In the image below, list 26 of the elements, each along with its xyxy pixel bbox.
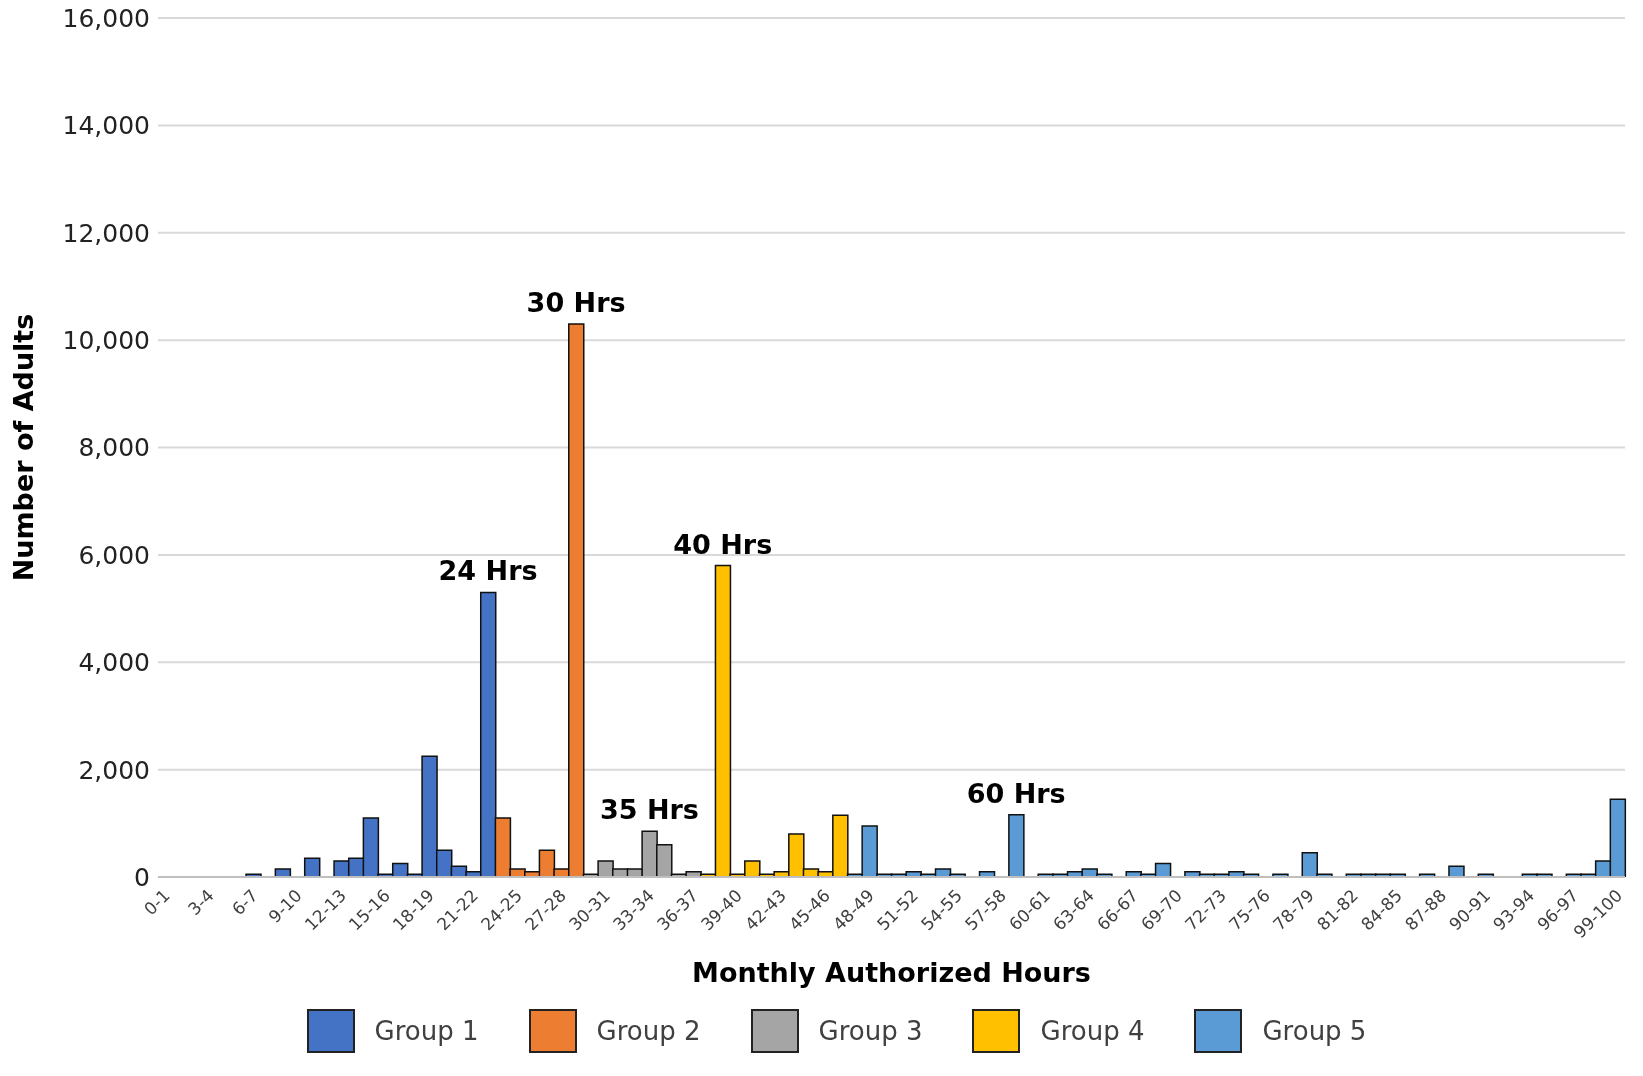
y-tick-label: 4,000 [78,648,150,678]
annotation: 35 Hrs [599,794,699,826]
bar [274,868,292,877]
legend-label: Group 5 [1262,1016,1367,1046]
bar [1448,865,1465,877]
y-tick-label: 12,000 [62,218,150,248]
y-tick-label: 2,000 [78,755,150,785]
y-axis-title: Number of Adults [7,313,39,582]
legend-label: Group 2 [596,1016,701,1046]
legend-label: Group 3 [818,1016,923,1046]
legend-label: Group 1 [374,1016,479,1046]
bar [303,857,321,877]
annotation: 40 Hrs [673,528,773,560]
y-tick-label: 16,000 [62,3,150,33]
x-tick-label: 3-4 [184,885,218,920]
annotation: 60 Hrs [966,777,1066,809]
y-tick-label: 8,000 [78,433,150,463]
y-tick-label: 6,000 [78,540,150,570]
legend-label: Group 4 [1040,1016,1145,1046]
y-tick-label: 10,000 [62,326,150,355]
annotation: 24 Hrs [438,555,538,587]
annotation: 30 Hrs [526,287,626,319]
x-axis-title: Monthly Authorized Hours [692,957,1091,988]
y-tick-label: 14,000 [62,111,150,141]
x-tick-label: 6-7 [228,885,262,920]
bar [1008,813,1025,877]
